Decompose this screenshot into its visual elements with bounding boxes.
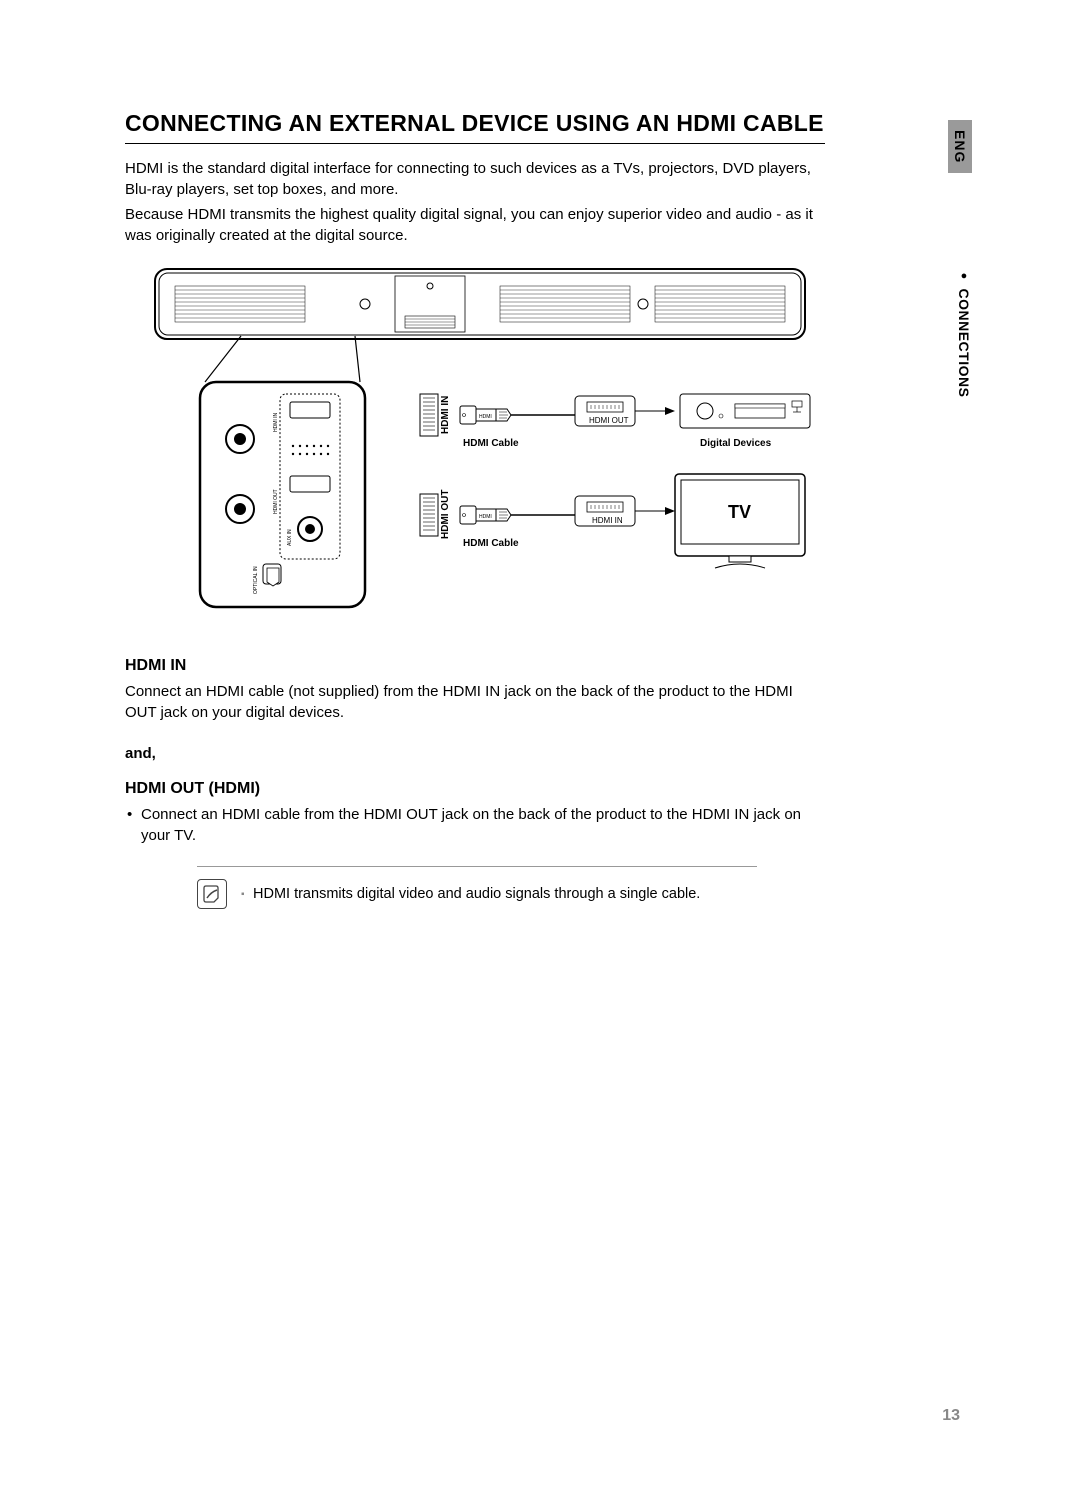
hdmi-in-body: Connect an HDMI cable (not supplied) fro…: [125, 681, 825, 723]
and-connector-label: and,: [125, 745, 825, 762]
panel-hdmi-in-label: HDMI IN: [273, 412, 279, 432]
page-title: CONNECTING AN EXTERNAL DEVICE USING AN H…: [125, 110, 825, 144]
hdmi-cable-label-2: HDMI Cable: [463, 538, 519, 549]
hdmi-out-vertical-label: HDMI OUT: [440, 490, 451, 539]
panel-aux-in-label: AUX IN: [287, 529, 293, 546]
hdmi-out-bullet: Connect an HDMI cable from the HDMI OUT …: [127, 804, 825, 846]
intro-paragraph-2: Because HDMI transmits the highest quali…: [125, 204, 825, 246]
hdmi-in-heading: HDMI IN: [125, 657, 825, 675]
intro-paragraph-1: HDMI is the standard digital interface f…: [125, 158, 825, 200]
note-text: HDMI transmits digital video and audio s…: [241, 886, 700, 902]
connection-diagram: HDMI IN HDMI OUT AUX IN OPTICAL IN: [145, 264, 825, 629]
tv-icon: TV: [675, 474, 805, 568]
tv-label: TV: [728, 502, 751, 522]
hdmi-cable-icon-2: HDMI: [460, 506, 575, 524]
svg-text:HDMI: HDMI: [479, 414, 492, 420]
panel-hdmi-out-label: HDMI OUT: [273, 489, 279, 514]
port-hdmi-in-label: HDMI IN: [592, 516, 623, 525]
hdmi-in-vertical-label: HDMI IN: [440, 396, 451, 434]
hdmi-cable-icon: HDMI: [460, 406, 575, 424]
svg-text:HDMI: HDMI: [479, 514, 492, 520]
page-number: 13: [942, 1407, 960, 1425]
hdmi-out-heading: HDMI OUT (HDMI): [125, 780, 825, 798]
note-icon: [197, 879, 227, 909]
port-hdmi-out-label: HDMI OUT: [589, 416, 629, 425]
digital-devices-label: Digital Devices: [700, 438, 772, 449]
hdmi-cable-label-1: HDMI Cable: [463, 438, 519, 449]
note-divider: [197, 866, 757, 867]
panel-optical-in-label: OPTICAL IN: [253, 566, 259, 594]
